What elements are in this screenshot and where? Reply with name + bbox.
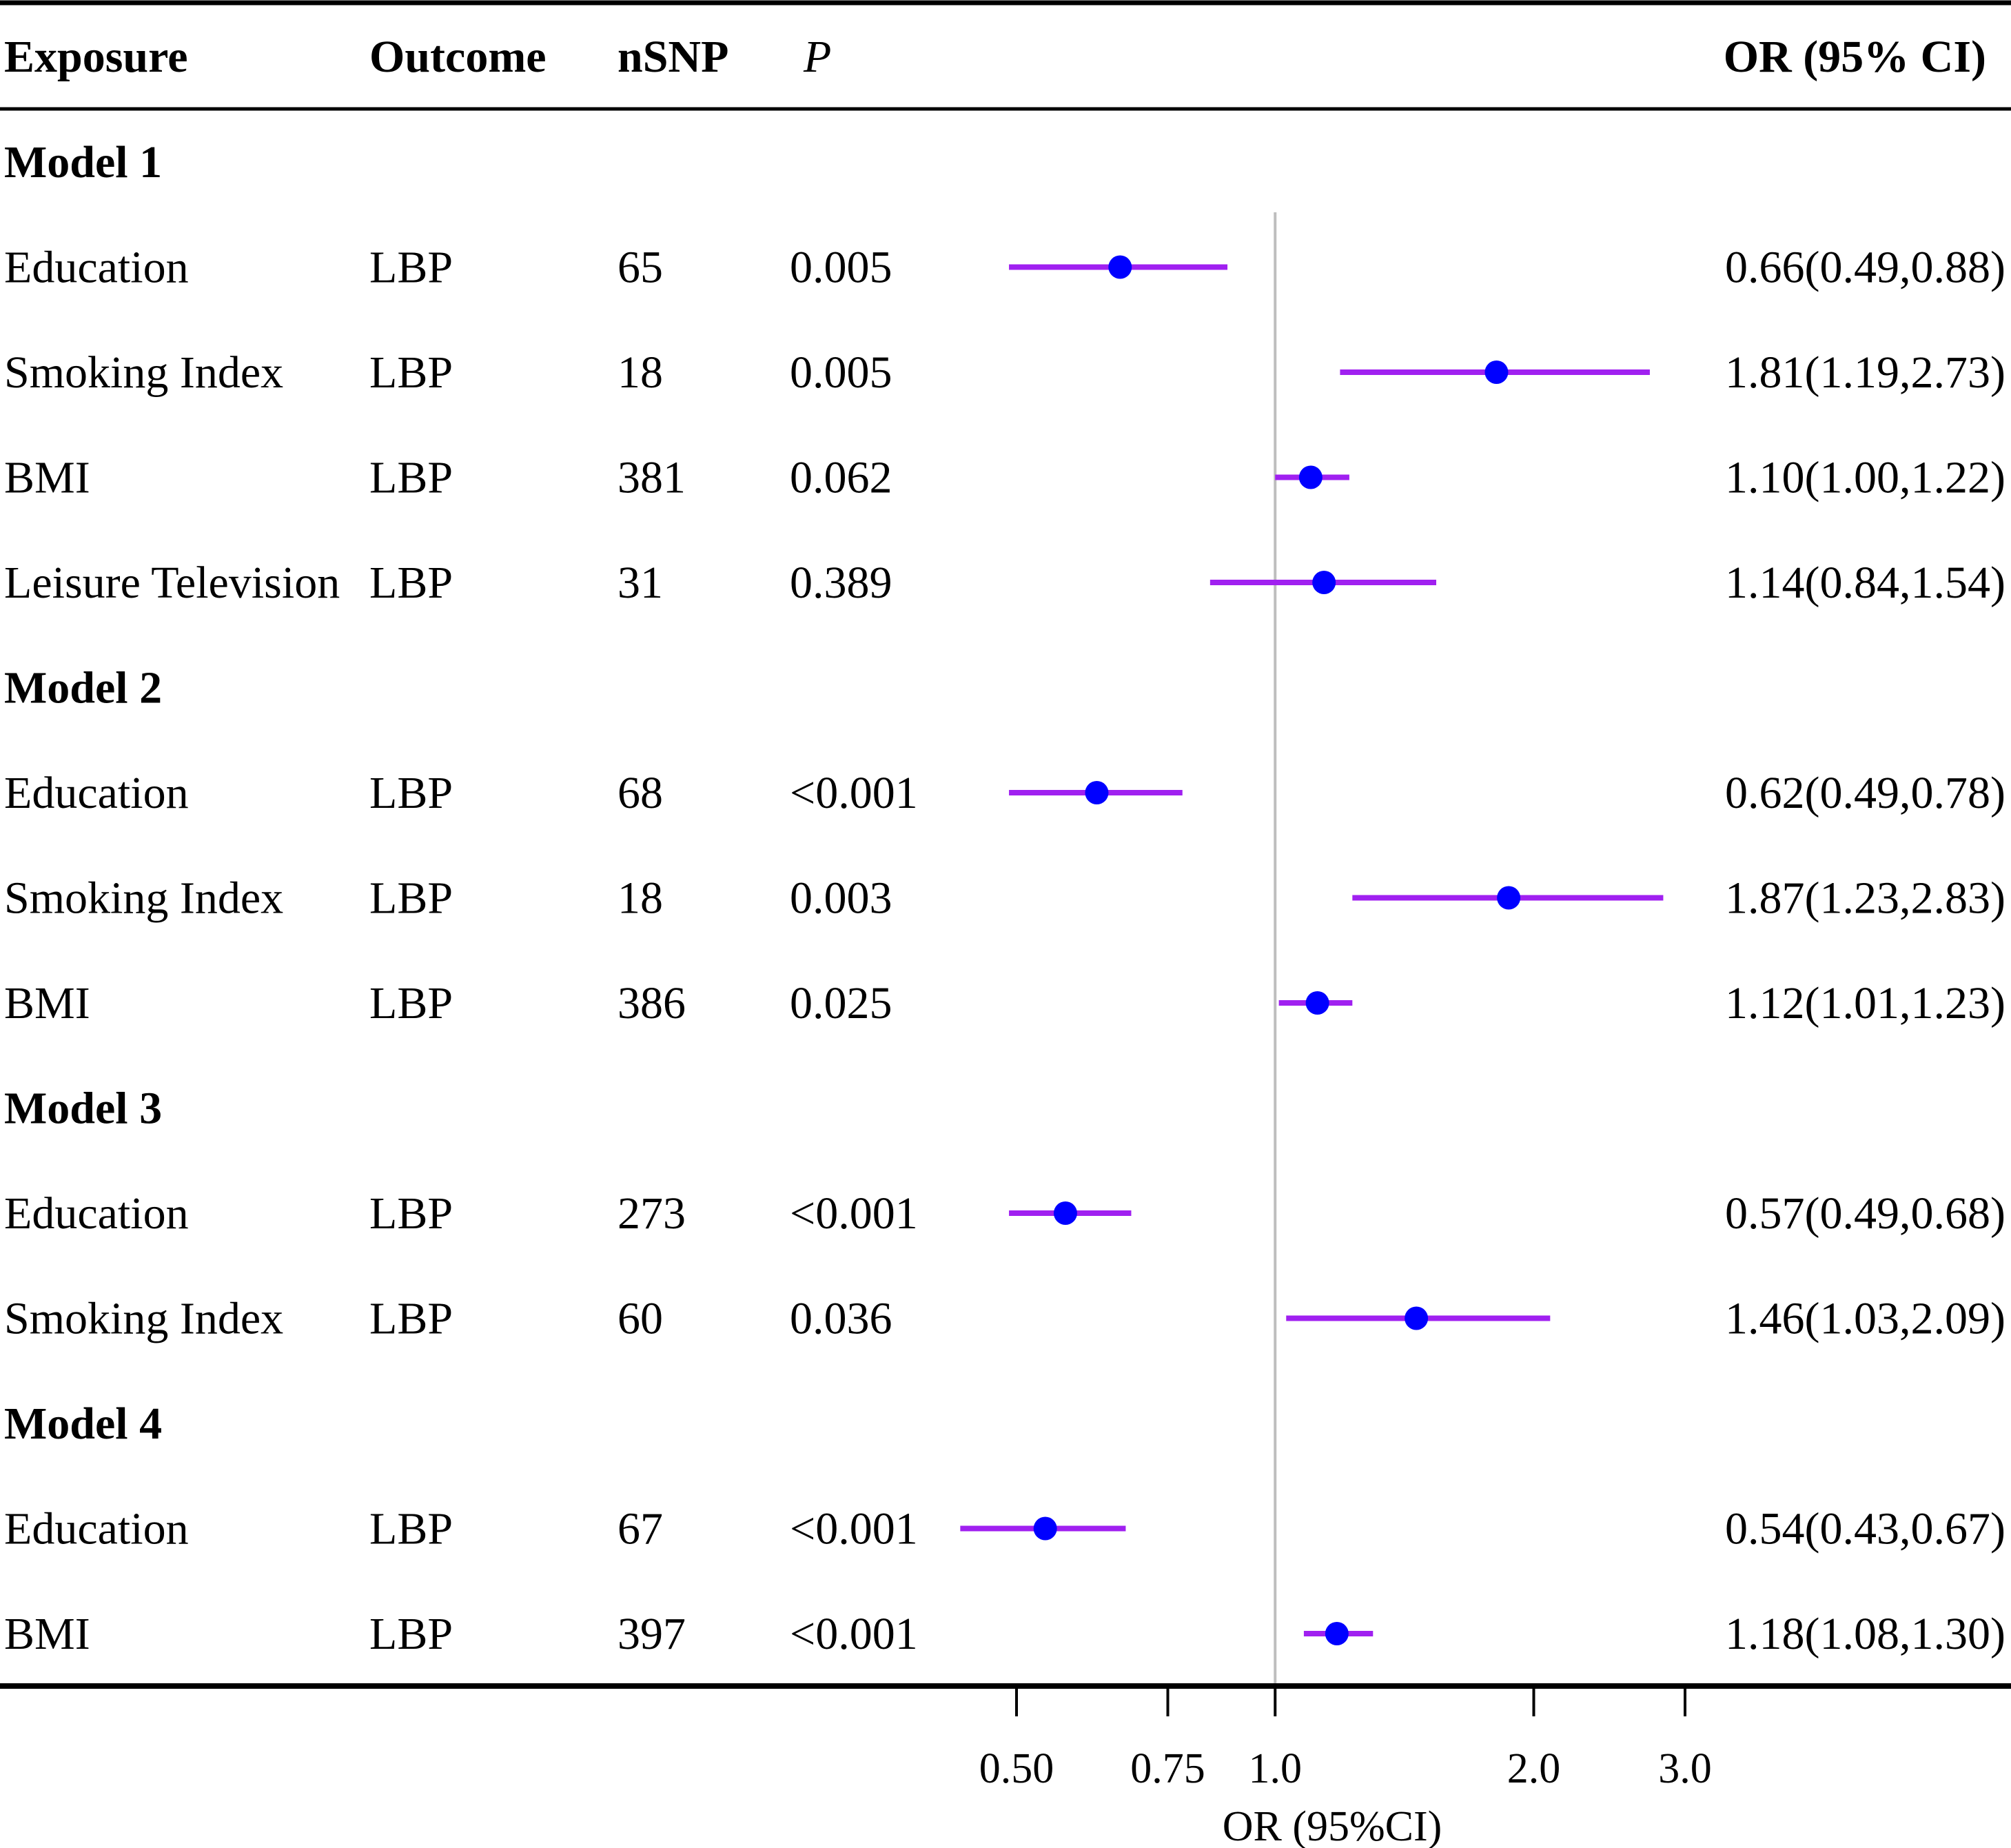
or-ci-cell: 1.46(1.03,2.09): [1725, 1294, 2005, 1344]
p-value-cell: 0.003: [790, 873, 892, 924]
p-value-cell: 0.036: [790, 1294, 892, 1344]
or-point: [1325, 1622, 1349, 1645]
outcome-cell: LBP: [369, 1294, 453, 1344]
nsnp-cell: 397: [617, 1609, 686, 1659]
exposure-cell: Smoking Index: [4, 347, 283, 398]
outcome-cell: LBP: [369, 1188, 453, 1239]
nsnp-cell: 273: [617, 1188, 686, 1239]
header-outcome: Outcome: [369, 32, 547, 82]
or-ci-cell: 1.14(0.84,1.54): [1725, 558, 2005, 608]
nsnp-cell: 68: [617, 768, 663, 818]
outcome-cell: LBP: [369, 1504, 453, 1554]
nsnp-cell: 60: [617, 1294, 663, 1344]
or-ci-cell: 1.18(1.08,1.30): [1725, 1609, 2005, 1659]
or-point: [1033, 1516, 1057, 1541]
p-value-cell: <0.001: [790, 1609, 918, 1659]
model-label: Model 3: [4, 1084, 162, 1134]
p-value-cell: <0.001: [790, 768, 918, 818]
or-point: [1497, 886, 1521, 910]
or-ci-cell: 1.10(1.00,1.22): [1725, 453, 2005, 503]
p-value-cell: 0.005: [790, 347, 892, 398]
or-point: [1053, 1201, 1077, 1225]
model-label: Model 4: [4, 1399, 162, 1449]
or-point: [1405, 1306, 1429, 1330]
exposure-cell: BMI: [4, 453, 90, 503]
header-nsnp: nSNP: [617, 32, 728, 82]
nsnp-cell: 18: [617, 873, 663, 924]
exposure-cell: BMI: [4, 1609, 90, 1659]
outcome-cell: LBP: [369, 453, 453, 503]
or-ci-cell: 0.57(0.49,0.68): [1725, 1188, 2005, 1239]
outcome-cell: LBP: [369, 243, 453, 293]
exposure-cell: Smoking Index: [4, 1294, 283, 1344]
or-ci-cell: 1.12(1.01,1.23): [1725, 978, 2005, 1028]
exposure-cell: Education: [4, 243, 189, 293]
exposure-cell: Education: [4, 1188, 189, 1239]
nsnp-cell: 386: [617, 978, 686, 1028]
nsnp-cell: 18: [617, 347, 663, 398]
or-ci-cell: 1.81(1.19,2.73): [1725, 347, 2005, 398]
outcome-cell: LBP: [369, 558, 453, 608]
exposure-cell: Smoking Index: [4, 873, 283, 924]
x-tick-label: 0.50: [979, 1745, 1054, 1792]
p-value-cell: <0.001: [790, 1188, 918, 1239]
p-value-cell: 0.062: [790, 453, 892, 503]
outcome-cell: LBP: [369, 1609, 453, 1659]
or-ci-cell: 1.87(1.23,2.83): [1725, 873, 2005, 924]
model-label: Model 2: [4, 663, 162, 713]
x-tick-label: 2.0: [1507, 1745, 1561, 1792]
exposure-cell: Education: [4, 1504, 189, 1554]
or-point: [1484, 361, 1509, 384]
or-ci-cell: 0.54(0.43,0.67): [1725, 1504, 2005, 1554]
p-value-cell: 0.005: [790, 243, 892, 293]
or-point: [1085, 781, 1109, 804]
header-exposure: Exposure: [4, 32, 188, 82]
x-tick-label: 3.0: [1658, 1745, 1712, 1792]
exposure-cell: Leisure Television: [4, 558, 340, 608]
outcome-cell: LBP: [369, 873, 453, 924]
nsnp-cell: 67: [617, 1504, 663, 1554]
or-point: [1108, 255, 1132, 279]
or-point: [1298, 465, 1323, 489]
model-label: Model 1: [4, 137, 162, 187]
outcome-cell: LBP: [369, 978, 453, 1028]
outcome-cell: LBP: [369, 347, 453, 398]
or-ci-cell: 0.66(0.49,0.88): [1725, 243, 2005, 293]
outcome-cell: LBP: [369, 768, 453, 818]
header-p: P: [803, 32, 831, 82]
exposure-cell: BMI: [4, 978, 90, 1028]
nsnp-cell: 31: [617, 558, 663, 608]
or-point: [1312, 571, 1336, 594]
x-tick-label: 1.0: [1248, 1745, 1302, 1792]
x-axis-label: OR (95%CI): [1223, 1803, 1442, 1848]
p-value-cell: 0.389: [790, 558, 892, 608]
or-point: [1305, 991, 1329, 1015]
nsnp-cell: 65: [617, 243, 663, 293]
p-value-cell: 0.025: [790, 978, 892, 1028]
exposure-cell: Education: [4, 768, 189, 818]
p-value-cell: <0.001: [790, 1504, 918, 1554]
or-ci-cell: 0.62(0.49,0.78): [1725, 768, 2005, 818]
header-or-ci: OR (95% CI): [1724, 32, 1986, 82]
nsnp-cell: 381: [617, 453, 686, 503]
x-tick-label: 0.75: [1130, 1745, 1205, 1792]
